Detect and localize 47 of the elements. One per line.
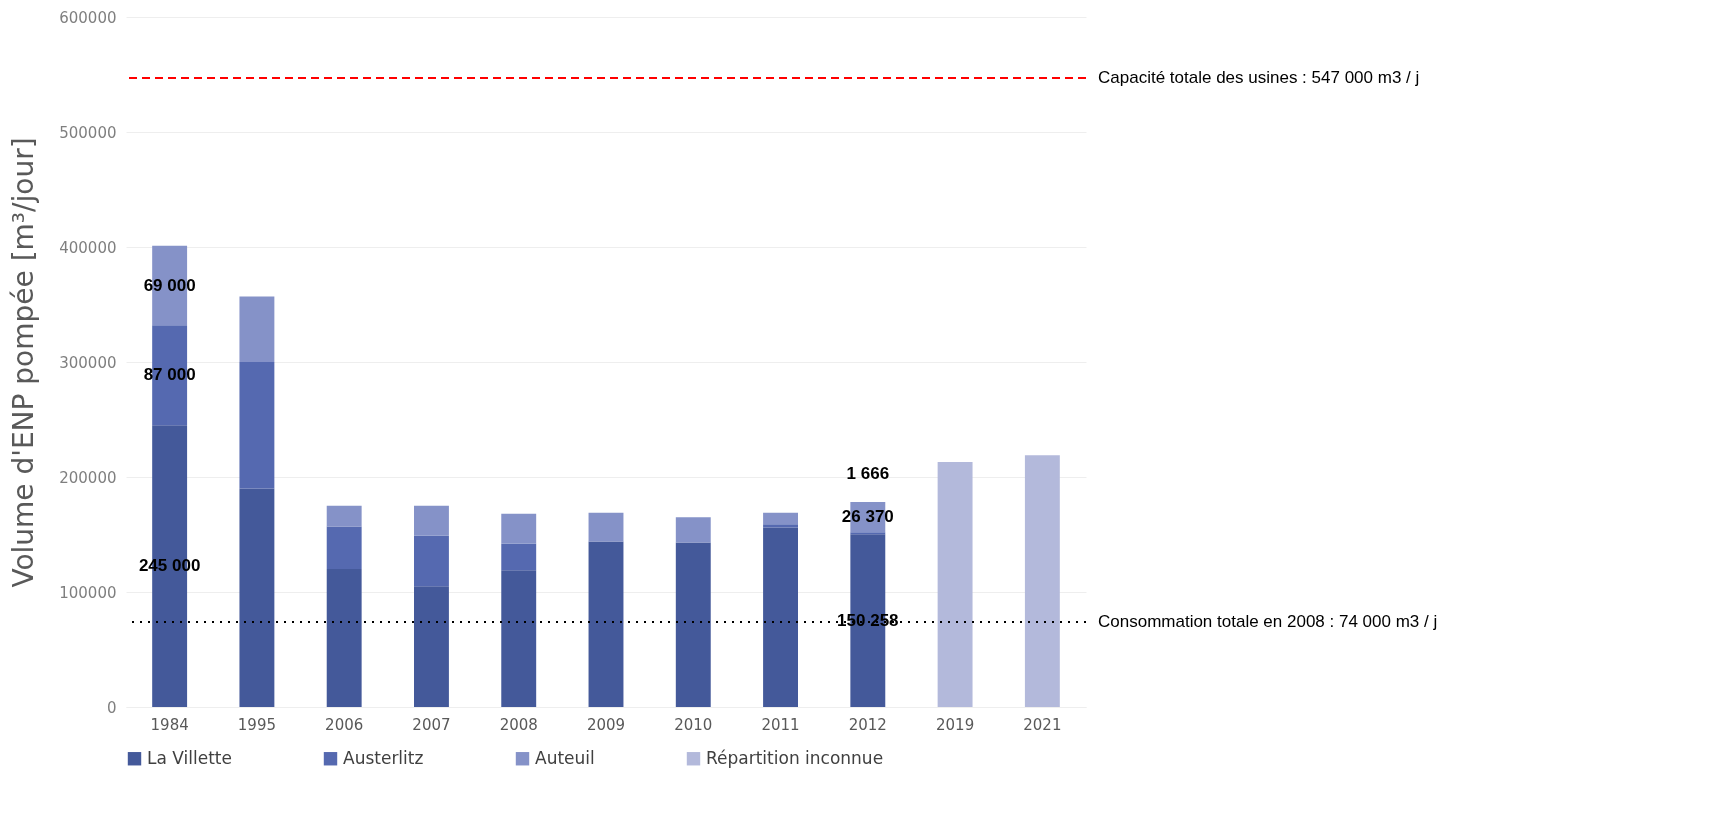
bar [675, 517, 711, 543]
bar [588, 541, 624, 707]
x-tick-label: 2019 [936, 715, 975, 734]
ref-line-label: Consommation totale en 2008 : 74 000 m3 / j [1098, 611, 1438, 631]
bar [239, 488, 275, 707]
x-tick-label: 2010 [674, 715, 713, 734]
bar [675, 542, 711, 707]
data-label: 1 666 [846, 464, 890, 484]
bar [937, 462, 973, 707]
bar [763, 524, 798, 528]
y-tick-label: 400000 [59, 238, 117, 257]
y-tick-label: 300000 [59, 353, 117, 372]
legend-label: Austerlitz [343, 747, 424, 768]
bar [414, 505, 449, 536]
ref-line-label: Capacité totale des usines : 547 000 m3 / j [1098, 67, 1420, 87]
x-tick-label: 2007 [412, 715, 451, 734]
legend-label: La Villette [147, 747, 232, 768]
bar [239, 296, 275, 362]
legend-label: Répartition inconnue [706, 747, 884, 768]
bar [501, 513, 537, 544]
legend-label: Auteuil [535, 747, 595, 768]
bar [763, 512, 798, 525]
x-tick-label: 1984 [150, 715, 189, 734]
x-tick-label: 2011 [761, 715, 800, 734]
y-tick-label: 0 [106, 698, 117, 717]
bar [588, 512, 624, 542]
x-tick-label: 2021 [1023, 715, 1062, 734]
y-tick-label: 100000 [59, 583, 117, 602]
x-tick-label: 2008 [499, 715, 538, 734]
bar [1024, 455, 1060, 707]
bar [326, 569, 362, 707]
x-tick-label: 2009 [586, 715, 626, 734]
bar [763, 527, 798, 707]
bar [326, 526, 362, 569]
bar [414, 535, 449, 587]
x-tick-label: 2012 [848, 715, 887, 734]
bar [501, 570, 537, 707]
x-tick-label: 1995 [237, 715, 276, 734]
bar [501, 543, 537, 571]
y-tick-label: 600000 [59, 8, 117, 27]
y-tick-label: 200000 [59, 468, 117, 487]
bar [326, 505, 362, 527]
x-tick-label: 2006 [325, 715, 364, 734]
bar [239, 362, 275, 489]
y-axis-title: Volume d'ENP pompée [m³/jour] [7, 137, 41, 588]
y-tick-label: 500000 [59, 123, 117, 142]
bar [414, 586, 449, 707]
